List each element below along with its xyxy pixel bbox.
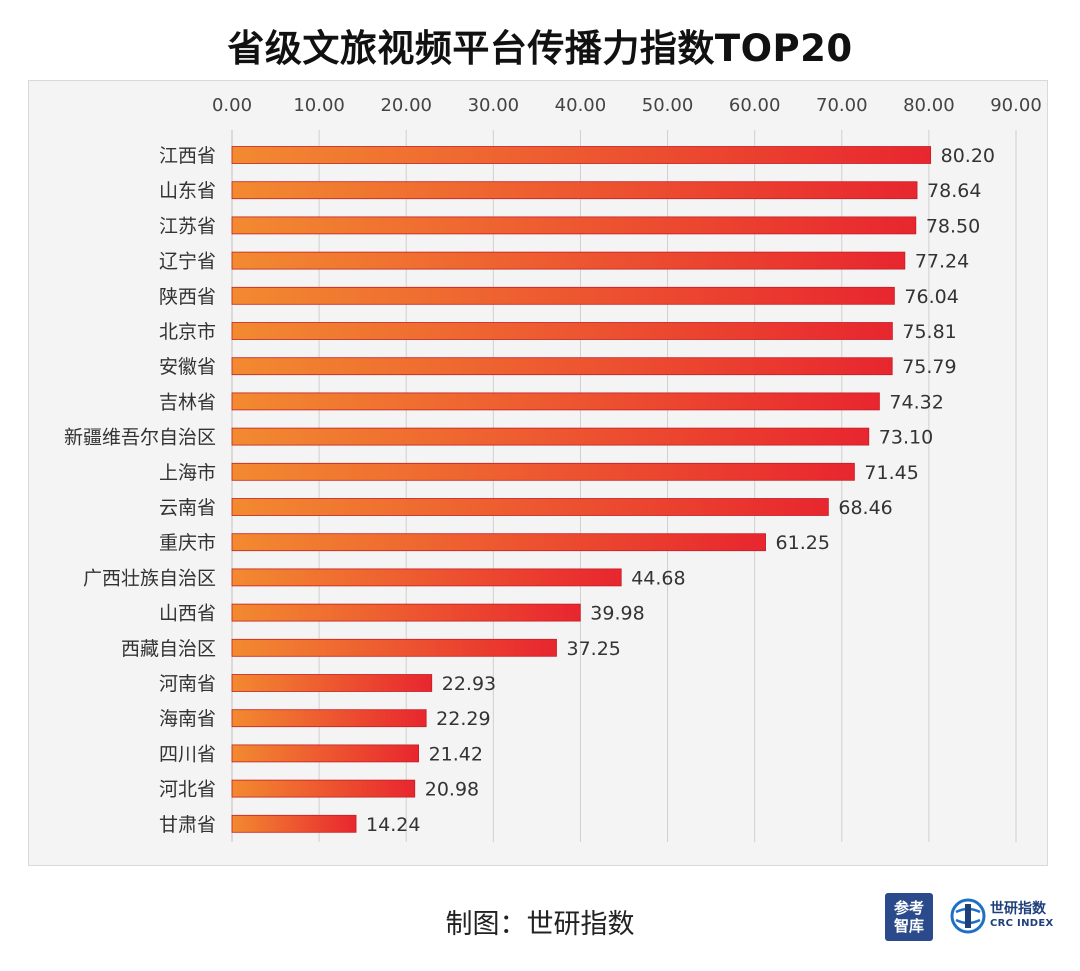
bar (231, 251, 906, 270)
chart-title: 省级文旅视频平台传播力指数TOP20 (227, 27, 853, 70)
value-label: 68.46 (838, 497, 892, 519)
value-label: 75.81 (902, 321, 956, 343)
category-label: 北京市 (159, 321, 216, 343)
bar (231, 146, 932, 164)
category-label: 安徽省 (159, 356, 216, 378)
value-label: 80.20 (941, 145, 995, 167)
value-label: 37.25 (566, 638, 620, 660)
value-label: 20.98 (425, 779, 479, 801)
globe-icon (950, 898, 986, 934)
bar (231, 181, 918, 200)
bar (231, 638, 557, 657)
source-caption: 制图：世研指数 (445, 909, 635, 940)
category-label: 重庆市 (159, 532, 216, 554)
x-tick-label: 50.00 (642, 95, 694, 116)
category-label: 江西省 (159, 145, 216, 167)
logo-brand-sub: CRC INDEX (990, 918, 1054, 929)
bar (231, 286, 895, 305)
bar (231, 779, 416, 798)
category-label: 上海市 (159, 462, 216, 484)
x-axis-ticks: 0.00 10.00 20.00 30.00 40.00 50.00 60.00 70.00 8… (212, 95, 1042, 116)
value-label: 61.25 (776, 532, 830, 554)
value-label: 14.24 (366, 814, 420, 836)
value-label: 74.32 (889, 391, 943, 413)
category-label: 新疆维吾尔自治区 (64, 427, 216, 449)
category-labels: 江西省山东省江苏省辽宁省陕西省北京市安徽省吉林省新疆维吾尔自治区上海市云南省重庆… (64, 145, 216, 836)
bar (231, 674, 433, 692)
value-label: 78.50 (926, 215, 980, 237)
logo-text-line1: 参考 (893, 899, 924, 917)
bar (231, 498, 829, 516)
bar (231, 427, 870, 446)
bar (231, 462, 855, 481)
value-label: 75.79 (902, 356, 956, 378)
bars (231, 146, 932, 833)
bar (231, 216, 917, 235)
crc-index-logo: 世研指数 CRC INDEX (950, 896, 1062, 940)
value-label: 44.68 (631, 567, 685, 589)
x-tick-label: 80.00 (903, 95, 955, 116)
bar (231, 322, 893, 340)
value-label: 39.98 (590, 603, 644, 625)
x-tick-label: 0.00 (212, 95, 252, 116)
category-label: 山东省 (159, 180, 216, 202)
value-label: 21.42 (429, 743, 483, 765)
category-label: 海南省 (159, 708, 216, 730)
x-tick-label: 90.00 (990, 95, 1042, 116)
category-label: 云南省 (159, 497, 216, 519)
x-tick-label: 20.00 (380, 95, 432, 116)
grid-lines (231, 130, 1017, 842)
category-label: 西藏自治区 (121, 638, 216, 660)
category-label: 河北省 (159, 779, 216, 801)
value-label: 22.29 (436, 708, 490, 730)
category-label: 吉林省 (159, 391, 216, 413)
bar (231, 709, 427, 728)
bar (231, 392, 880, 411)
x-tick-label: 30.00 (468, 95, 520, 116)
bar (231, 357, 893, 376)
category-label: 甘肃省 (159, 814, 216, 836)
value-label: 73.10 (879, 427, 933, 449)
bar-chart: 0.00 10.00 20.00 30.00 40.00 50.00 60.00 70.00 8… (64, 95, 1042, 842)
category-label: 四川省 (159, 743, 216, 765)
logo-text-line2: 智库 (893, 917, 924, 935)
value-label: 76.04 (904, 286, 958, 308)
x-tick-label: 10.00 (293, 95, 345, 116)
category-label: 辽宁省 (159, 251, 216, 273)
category-label: 江苏省 (159, 215, 216, 237)
category-label: 陕西省 (159, 286, 216, 308)
bar (231, 603, 581, 622)
value-labels: 80.20 78.64 78.50 77.24 76.04 75.81 75.79 74.32… (366, 145, 995, 836)
x-tick-label: 60.00 (729, 95, 781, 116)
bar (231, 568, 622, 587)
bar (231, 814, 357, 833)
logo-brand-name: 世研指数 (990, 901, 1046, 917)
value-label: 78.64 (927, 180, 981, 202)
category-label: 河南省 (159, 673, 216, 695)
category-label: 山西省 (159, 603, 216, 625)
value-label: 22.93 (442, 673, 496, 695)
value-label: 71.45 (864, 462, 918, 484)
x-tick-label: 40.00 (555, 95, 607, 116)
cankao-zhiku-logo: 参考 智库 (885, 893, 933, 941)
bar (231, 744, 419, 763)
category-label: 广西壮族自治区 (83, 567, 216, 589)
value-label: 77.24 (915, 251, 969, 273)
x-tick-label: 70.00 (816, 95, 868, 116)
bar (231, 533, 766, 552)
